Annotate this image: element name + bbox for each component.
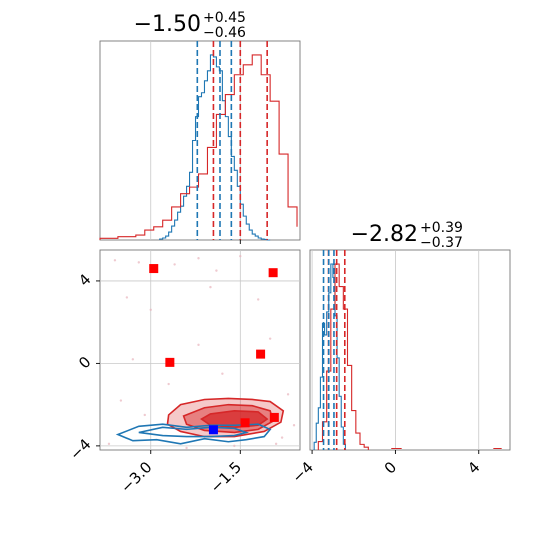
p2-x-tick-label: 4 [464,458,483,477]
p2-histogram-red [317,263,369,450]
faint-sample-point [119,399,123,402]
red-contour-inner [199,410,269,429]
red-square-marker [149,264,159,274]
p1-title-upper: +0.45 [203,10,246,26]
faint-sample-point [137,261,141,264]
p2-x-tick-label: 0 [381,458,400,477]
faint-sample-point [107,442,111,446]
panel-p1-marginal: −1.50 +0.45 −0.46 [99,10,301,241]
p1-title-lower: −0.46 [203,25,246,41]
faint-sample-point [268,337,272,340]
panel-p2-marginal: −2.82 +0.39 −0.37 [309,220,511,451]
faint-sample-point [274,442,278,446]
faint-sample-point [197,257,200,260]
faint-sample-point [149,308,152,311]
red-square-marker [269,412,279,422]
joint-y-tick-label: −4 [66,435,94,463]
joint-x-tick-label: −3.0 [117,458,155,496]
faint-sample-point [173,263,176,266]
p1-title: −1.50 +0.45 −0.46 [134,10,246,41]
blue-contour-outer [115,423,272,445]
faint-sample-point [239,254,242,258]
panel-p2-frame [309,249,511,451]
joint-x-tick-label: −1.5 [207,458,245,496]
red-square-marker [165,357,175,367]
p2-x-tick-label: −4 [289,458,317,486]
red-square-marker [268,268,278,278]
faint-sample-point [215,269,218,272]
faint-sample-point [113,259,117,262]
faint-sample-point [125,296,129,299]
joint-y-tick-label: 4 [75,270,94,289]
faint-sample-point [233,444,236,448]
p1-title-value: −1.50 [134,12,201,37]
p2-title: −2.82 +0.39 −0.37 [351,220,463,251]
panel-joint-2d [99,249,301,451]
faint-sample-point [257,298,260,301]
blue-contour-inner [138,426,250,438]
red-square-marker [256,349,266,359]
p2-title-value: −2.82 [351,222,418,247]
p1-histogram-blue [159,54,271,241]
blue-square-marker [208,425,218,435]
faint-sample-point [286,393,290,396]
axis-tick-labels: −3.0 −1.5 −4 0 4 4 0 −4 [66,240,484,497]
faint-sample-point [197,343,200,347]
faint-sample-point [143,413,146,417]
p2-title-upper: +0.39 [420,220,463,236]
joint-y-tick-label: 0 [75,353,94,372]
panel-joint-frame [99,249,301,451]
panel-p1-frame [99,40,301,241]
faint-sample-point [167,382,170,386]
p2-title-lower: −0.37 [420,235,463,251]
faint-sample-point [280,436,284,439]
joint-2d-content [100,250,300,450]
faint-sample-point [209,285,212,289]
faint-sample-point [185,446,188,450]
p2-marginal-content [311,250,502,450]
faint-sample-point [292,424,296,427]
p2-histogram-blue [313,263,346,450]
p1-marginal-content [99,41,298,241]
faint-sample-point [131,358,135,361]
red-square-marker [240,418,250,428]
p1-histogram-red [99,54,298,240]
faint-sample-point [221,372,224,375]
